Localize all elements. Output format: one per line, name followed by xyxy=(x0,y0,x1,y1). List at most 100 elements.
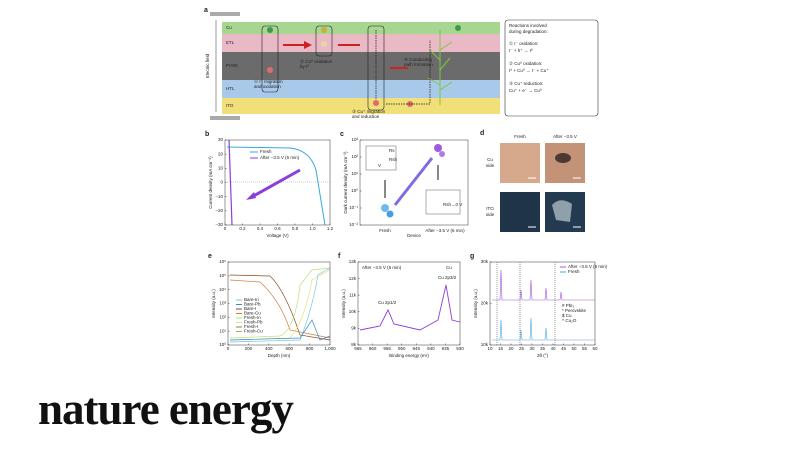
x-tick-label: 0.6 xyxy=(274,226,281,231)
x-tick-label: 50 xyxy=(571,346,577,351)
legend-label: After −3.5 V (6 min) xyxy=(568,264,608,269)
x-tick-label: 940 xyxy=(427,346,435,351)
row-label: side xyxy=(486,212,495,217)
x-tick-label: 200 xyxy=(245,346,253,351)
legend-label: Bare-I xyxy=(244,306,256,311)
x-tick-label: 0 xyxy=(224,226,227,231)
x-tick-label: 35 xyxy=(540,346,546,351)
panel-label: e xyxy=(208,253,212,260)
y-tick-label: 10k xyxy=(481,342,489,347)
y-tick-label: 10¹ xyxy=(351,171,358,176)
y-tick-label: 10⁻¹ xyxy=(349,205,358,210)
x-tick-label: 930 xyxy=(456,346,464,351)
x-axis-label: 2θ (°) xyxy=(537,353,549,358)
reaction-name: ② Cu⁰ oxidation: xyxy=(509,61,542,66)
xps-curve xyxy=(359,284,461,331)
x-axis-label: Voltage (V) xyxy=(266,233,289,238)
marker-legend: # PbI₂ xyxy=(562,303,575,308)
x-tick-label: 0.2 xyxy=(239,226,246,231)
step-label: and oxidation xyxy=(254,84,281,89)
y-tick-label: 10³ xyxy=(351,137,358,142)
layer-label: PVSK xyxy=(226,63,238,68)
reaction-eq: I⁰ + Cu⁰ → I⁻ + Cu⁺ xyxy=(509,68,549,73)
x-tick-label: 965 xyxy=(354,346,362,351)
plot-frame xyxy=(359,139,469,226)
y-tick-label: 10⁴ xyxy=(219,287,226,292)
legend-label: After −3.5 V (6 min) xyxy=(260,155,300,160)
step-label: ④ Conducting xyxy=(404,57,433,62)
x-tick-label: 10 xyxy=(487,346,493,351)
y-axis-label: Intensity (a.u.) xyxy=(211,289,216,318)
x-category: Fresh xyxy=(379,228,391,233)
x-tick-label: 1.0 xyxy=(309,226,316,231)
y-tick-label: 9k xyxy=(351,326,357,331)
panel-label: f xyxy=(338,253,341,260)
y-tick-label: −10 xyxy=(215,194,223,199)
layer-label: ETL xyxy=(226,40,235,45)
y-tick-label: 0 xyxy=(220,180,223,185)
reaction-name: ③ Cu⁺ reduction: xyxy=(509,81,543,86)
row-label: Cu xyxy=(487,157,493,162)
annotation: Cu xyxy=(446,265,452,270)
legend-label: Fresh-Pb xyxy=(244,320,263,325)
sims-profiles xyxy=(229,267,331,343)
jv-curves xyxy=(225,139,330,226)
column-label: Fresh xyxy=(514,134,526,139)
y-tick-label: 10¹ xyxy=(219,328,226,333)
y-tick-label: 10⁰ xyxy=(351,188,358,193)
plot-frame xyxy=(489,261,596,346)
y-tick-label: 20 xyxy=(218,151,224,156)
marker-legend: * Perovskite xyxy=(562,308,587,313)
x-tick-label: 40 xyxy=(550,346,556,351)
y-axis-label: Current density (mA cm⁻²) xyxy=(208,156,213,209)
step-label: and reduction xyxy=(352,114,380,119)
legend-label: Fresh xyxy=(568,269,580,274)
x-axis-label: Binding energy (eV) xyxy=(389,353,429,358)
x-tick-label: 30 xyxy=(529,346,535,351)
x-tick-label: 25 xyxy=(519,346,525,351)
legend-label: Bare-Cu xyxy=(244,311,261,316)
inset-label: Rsh xyxy=(389,157,397,162)
panel-label: c xyxy=(340,131,344,138)
legend-label: Bare-In xyxy=(244,297,259,302)
y-tick-label: −20 xyxy=(215,208,223,213)
y-axis-label: Intensity (a.u.) xyxy=(473,289,478,318)
dark-current xyxy=(365,144,461,218)
layer-label: Cu xyxy=(226,25,232,30)
step-label: by I⁰ xyxy=(300,64,309,69)
y-tick-label: 10² xyxy=(219,315,226,320)
reaction-name: ① I⁻ oxidation: xyxy=(509,41,538,46)
inset-label: V xyxy=(378,163,381,168)
panel-label: d xyxy=(480,130,484,137)
x-tick-label: 0 xyxy=(227,346,230,351)
y-tick-label: 20k xyxy=(481,301,489,306)
marker-legend: $ Cu xyxy=(562,313,572,318)
panel-label: g xyxy=(470,253,474,260)
y-tick-label: 10² xyxy=(351,154,358,159)
x-tick-label: 55 xyxy=(582,346,588,351)
y-tick-label: 30 xyxy=(218,137,224,142)
x-tick-label: 60 xyxy=(592,346,598,351)
marker-legend: ^ Cu₂O xyxy=(562,318,577,323)
x-axis-label: Device xyxy=(407,233,421,238)
x-tick-label: 20 xyxy=(508,346,514,351)
box-title: during degradation: xyxy=(509,29,548,34)
box-title: Reactions involved xyxy=(509,23,547,28)
x-tick-label: 600 xyxy=(285,346,293,351)
x-tick-label: 1,000 xyxy=(324,346,336,351)
x-tick-label: 400 xyxy=(265,346,273,351)
x-tick-label: 45 xyxy=(561,346,567,351)
x-tick-label: 945 xyxy=(413,346,421,351)
layer-label: ITO xyxy=(226,103,234,108)
reaction-eq: I⁻ + h⁺ → I⁰ xyxy=(509,48,533,53)
panel-label: b xyxy=(205,131,209,138)
y-tick-label: 10⁻² xyxy=(349,222,358,227)
inset-label: Rs xyxy=(389,148,395,153)
axis-label: Electric field xyxy=(205,53,210,78)
y-axis-label: Intensity (a.u.) xyxy=(341,289,346,318)
legend-label: Fresh xyxy=(260,149,272,154)
inset-label: Rsh→0 V xyxy=(443,202,462,207)
x-tick-label: 960 xyxy=(369,346,377,351)
legend-label: Bare-Pb xyxy=(244,302,261,307)
